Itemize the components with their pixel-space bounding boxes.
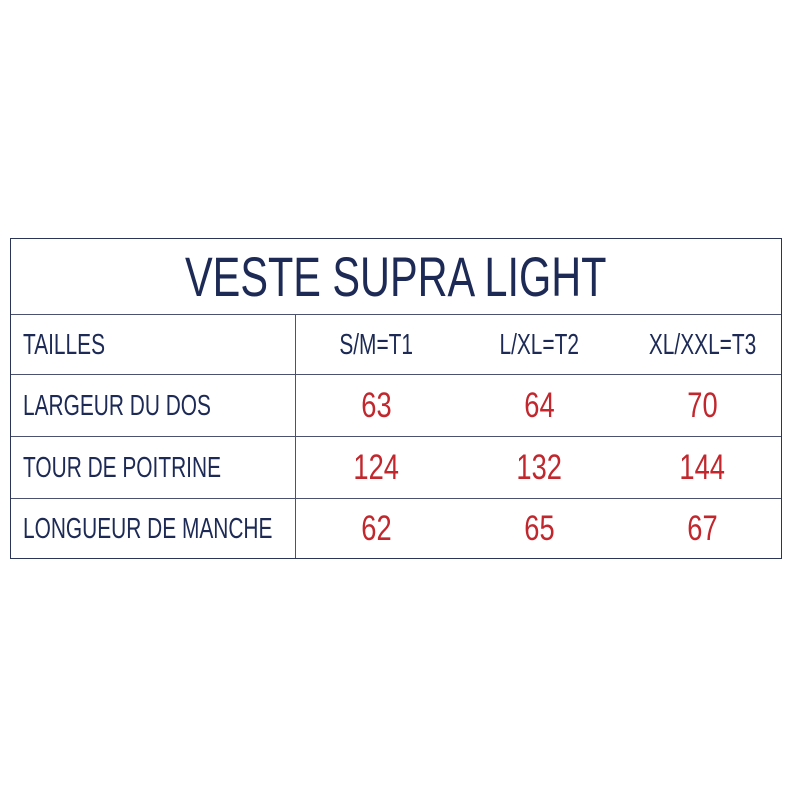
value-text: 63 — [361, 386, 392, 425]
title-text: VESTE SUPRA LIGHT — [185, 245, 607, 308]
size-header: S/M=T1 — [295, 315, 458, 375]
divider — [11, 314, 781, 315]
value-text: 65 — [524, 509, 555, 548]
value-text: 124 — [353, 448, 400, 487]
divider — [11, 374, 781, 375]
row-label-text: LONGUEUR DE MANCHE — [23, 512, 273, 545]
value-cell: 124 — [295, 438, 458, 498]
header-label-text: TAILLES — [23, 328, 106, 361]
value-text: 62 — [361, 509, 392, 548]
value-cell: 67 — [621, 499, 784, 559]
value-cell: 62 — [295, 499, 458, 559]
value-cell: 144 — [621, 438, 784, 498]
size-header: XL/XXL=T3 — [621, 315, 784, 375]
value-text: 64 — [524, 386, 555, 425]
table-title: VESTE SUPRA LIGHT — [11, 239, 781, 314]
value-cell: 65 — [458, 499, 621, 559]
value-cell: 64 — [458, 376, 621, 436]
divider — [11, 436, 781, 437]
value-cell: 132 — [458, 438, 621, 498]
size-header: L/XL=T2 — [458, 315, 621, 375]
value-cell: 63 — [295, 376, 458, 436]
row-label-text: LARGEUR DU DOS — [23, 389, 211, 422]
size-chart-table: VESTE SUPRA LIGHT TAILLES S/M=T1 L/XL=T2… — [10, 238, 782, 559]
row-label: TOUR DE POITRINE — [23, 438, 298, 498]
size-header-text: XL/XXL=T3 — [648, 328, 757, 361]
value-text: 132 — [516, 448, 563, 487]
value-text: 67 — [687, 509, 718, 548]
divider — [11, 498, 781, 499]
row-label-text: TOUR DE POITRINE — [23, 451, 222, 484]
divider — [295, 314, 296, 558]
value-cell: 70 — [621, 376, 784, 436]
value-text: 144 — [679, 448, 726, 487]
value-text: 70 — [687, 386, 718, 425]
header-label: TAILLES — [23, 315, 137, 375]
size-header-text: L/XL=T2 — [499, 328, 580, 361]
row-label: LARGEUR DU DOS — [23, 376, 284, 436]
size-header-text: S/M=T1 — [339, 328, 414, 361]
row-label: LONGUEUR DE MANCHE — [23, 499, 369, 559]
